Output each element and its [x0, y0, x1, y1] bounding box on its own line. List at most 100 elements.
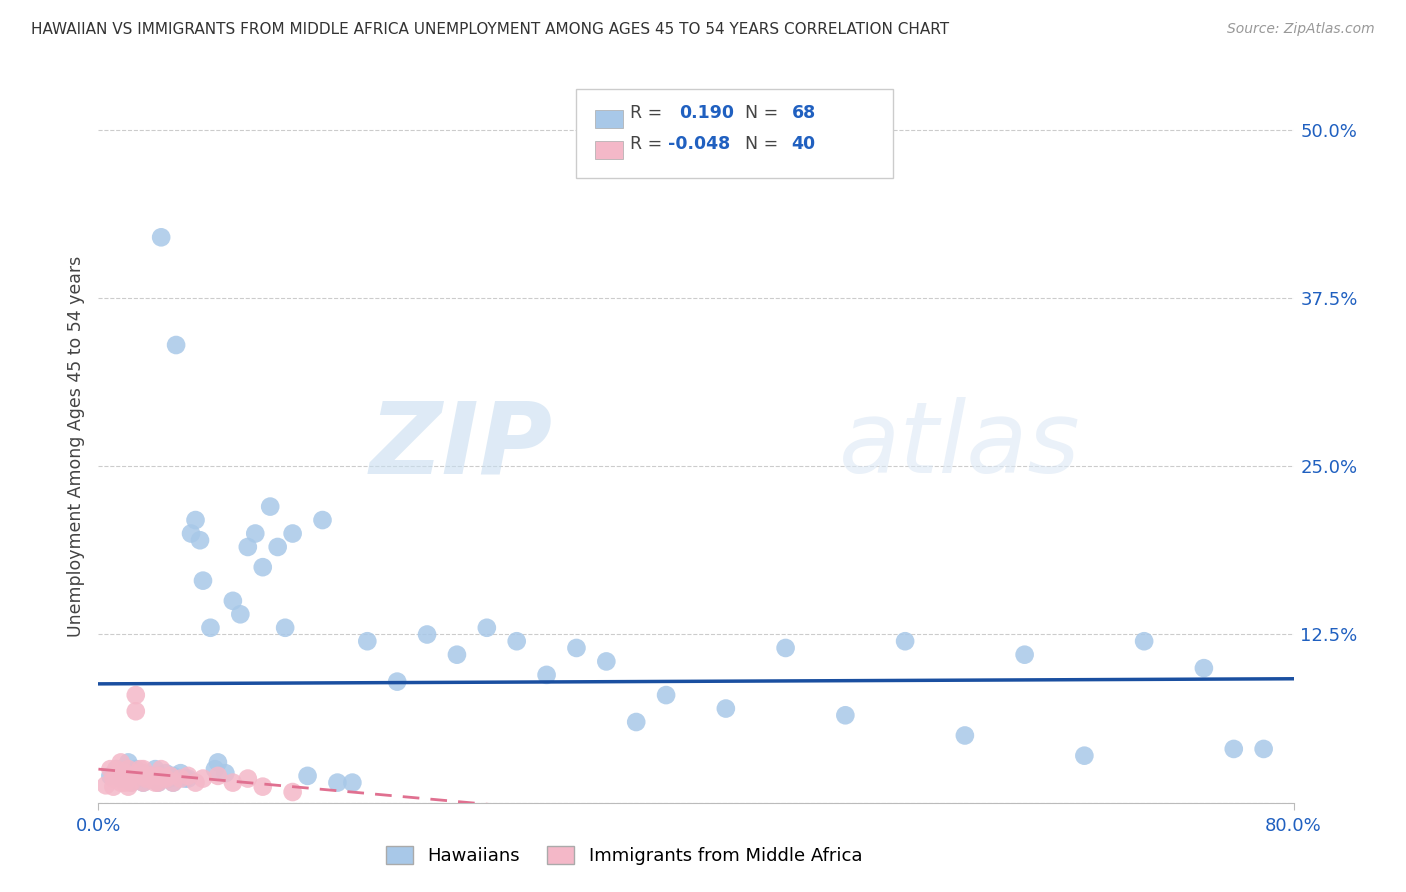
Point — [536, 668, 558, 682]
Point — [356, 634, 378, 648]
Point — [222, 594, 245, 608]
Point — [129, 762, 152, 776]
Point — [129, 769, 152, 783]
Point — [110, 772, 132, 786]
Point — [281, 526, 304, 541]
Point — [1073, 748, 1095, 763]
Point — [125, 772, 148, 786]
Point — [148, 775, 170, 789]
Point — [125, 688, 148, 702]
Point — [174, 772, 197, 786]
Point — [155, 772, 177, 786]
Point — [105, 762, 128, 776]
Point — [159, 769, 181, 783]
Point — [214, 766, 236, 780]
Point — [475, 621, 498, 635]
Point — [114, 766, 136, 780]
Point — [105, 769, 128, 783]
Point — [252, 560, 274, 574]
Point — [117, 772, 139, 786]
Point — [135, 772, 157, 786]
Point — [125, 704, 148, 718]
Point — [110, 772, 132, 786]
Point — [117, 756, 139, 770]
Point — [120, 769, 142, 783]
Point — [274, 621, 297, 635]
Point — [1014, 648, 1036, 662]
Point — [117, 780, 139, 794]
Point — [207, 756, 229, 770]
Point — [204, 762, 226, 776]
Point — [110, 756, 132, 770]
Point — [1192, 661, 1215, 675]
Point — [1133, 634, 1156, 648]
Text: 40: 40 — [792, 135, 815, 153]
Point — [342, 775, 364, 789]
Text: ZIP: ZIP — [370, 398, 553, 494]
Point — [120, 775, 142, 789]
Point — [132, 775, 155, 789]
Point — [120, 775, 142, 789]
Point — [229, 607, 252, 622]
Text: 68: 68 — [792, 103, 815, 121]
Point — [143, 762, 166, 776]
Text: atlas: atlas — [839, 398, 1081, 494]
Point — [125, 762, 148, 776]
Point — [117, 762, 139, 776]
Point — [236, 540, 259, 554]
Point — [191, 574, 214, 588]
Point — [139, 769, 162, 783]
Point — [177, 772, 200, 786]
Point — [385, 674, 409, 689]
Point — [150, 762, 173, 776]
Point — [148, 769, 170, 783]
Point — [775, 640, 797, 655]
Point — [114, 775, 136, 789]
Point — [894, 634, 917, 648]
Point — [714, 701, 737, 715]
Point — [135, 769, 157, 783]
Point — [267, 540, 290, 554]
Point — [162, 769, 184, 783]
Point — [132, 762, 155, 776]
Point — [655, 688, 678, 702]
Point — [626, 714, 648, 729]
Text: R =: R = — [630, 135, 662, 153]
Point — [94, 778, 117, 792]
Point — [169, 772, 191, 786]
Point — [953, 729, 976, 743]
Point — [259, 500, 281, 514]
Point — [1223, 742, 1246, 756]
Point — [565, 640, 588, 655]
Point — [98, 762, 122, 776]
Point — [595, 655, 617, 669]
Point — [110, 775, 132, 789]
Point — [159, 772, 181, 786]
Legend: Hawaiians, Immigrants from Middle Africa: Hawaiians, Immigrants from Middle Africa — [378, 838, 870, 872]
Point — [297, 769, 319, 783]
Point — [834, 708, 856, 723]
Point — [1253, 742, 1275, 756]
Point — [132, 766, 155, 780]
Point — [326, 775, 349, 789]
Point — [177, 769, 200, 783]
Text: R =: R = — [630, 103, 662, 121]
Point — [207, 769, 229, 783]
Point — [506, 634, 529, 648]
Point — [245, 526, 267, 541]
Text: N =: N = — [745, 103, 779, 121]
Point — [311, 513, 333, 527]
Point — [222, 775, 245, 789]
Point — [281, 785, 304, 799]
Point — [103, 772, 125, 786]
Point — [165, 338, 187, 352]
Y-axis label: Unemployment Among Ages 45 to 54 years: Unemployment Among Ages 45 to 54 years — [66, 255, 84, 637]
Text: Source: ZipAtlas.com: Source: ZipAtlas.com — [1227, 22, 1375, 37]
Point — [98, 769, 122, 783]
Text: -0.048: -0.048 — [668, 135, 730, 153]
Point — [155, 766, 177, 780]
Point — [114, 766, 136, 780]
Point — [200, 621, 222, 635]
Point — [148, 775, 170, 789]
Point — [416, 627, 439, 641]
